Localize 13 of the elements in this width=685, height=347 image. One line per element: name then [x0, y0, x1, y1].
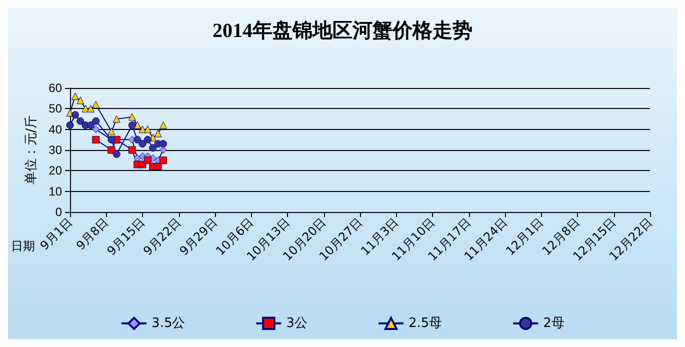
y-tick-label: 60	[48, 81, 62, 95]
y-axis-title: 单位：元/斤	[24, 115, 39, 185]
y-tick-label: 20	[48, 164, 62, 178]
y-tick-label: 10	[48, 184, 62, 198]
x-axis-title: 日期	[10, 239, 35, 253]
legend-label: 2母	[543, 316, 564, 331]
y-tick-label: 30	[48, 143, 62, 157]
y-tick-label: 50	[48, 102, 62, 116]
y-tick-label: 40	[48, 122, 62, 136]
legend-label: 2.5母	[408, 316, 442, 331]
legend-label: 3公	[286, 316, 308, 331]
legend-label: 3.5公	[152, 316, 186, 331]
chart-title: 2014年盘锦地区河蟹价格走势	[212, 20, 472, 42]
